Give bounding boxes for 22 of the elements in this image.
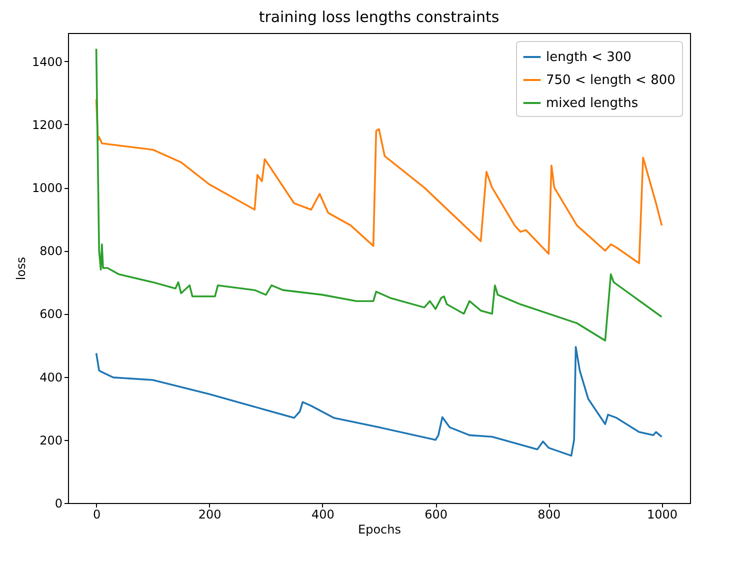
x-tick-label: 0 <box>92 508 101 522</box>
y-tick-label: 1400 <box>32 54 62 69</box>
x-tick-label: 800 <box>538 508 561 522</box>
line-series <box>95 98 663 264</box>
y-tick-label: 800 <box>40 244 62 258</box>
y-tick-label: 1000 <box>32 181 62 196</box>
y-tick-label: 600 <box>40 307 62 322</box>
x-tick-label: 1000 <box>646 508 678 522</box>
chart-title: training loss lengths constraints <box>258 8 500 26</box>
legend-label: 750 < length < 800 <box>546 73 676 88</box>
legend-label: mixed lengths <box>546 96 638 111</box>
legend-label: length < 300 <box>546 50 632 65</box>
x-axis-title: Epochs <box>358 522 401 536</box>
y-tick-label: 1200 <box>32 118 62 132</box>
x-tick-label: 600 <box>424 508 448 522</box>
x-tick-label: 400 <box>312 508 334 522</box>
line-series <box>95 346 663 457</box>
x-tick-label: 200 <box>198 508 222 522</box>
y-tick-label: 400 <box>40 370 62 384</box>
y-tick-label: 200 <box>40 433 62 448</box>
y-tick-label: 0 <box>54 496 62 510</box>
y-axis-title: loss <box>14 256 28 280</box>
